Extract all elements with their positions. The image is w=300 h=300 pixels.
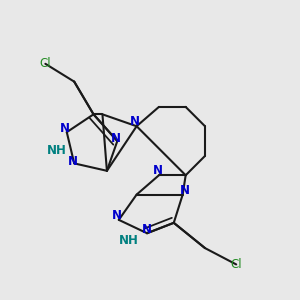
Text: N: N xyxy=(153,164,163,177)
Text: N: N xyxy=(112,209,122,223)
Text: NH: NH xyxy=(119,234,139,247)
Text: N: N xyxy=(111,132,121,145)
Text: Cl: Cl xyxy=(230,258,242,271)
Text: N: N xyxy=(68,155,78,168)
Text: N: N xyxy=(142,223,152,236)
Text: NH: NH xyxy=(46,144,66,157)
Text: Cl: Cl xyxy=(40,57,51,70)
Text: N: N xyxy=(180,184,190,196)
Text: N: N xyxy=(130,115,140,128)
Text: N: N xyxy=(60,122,70,135)
